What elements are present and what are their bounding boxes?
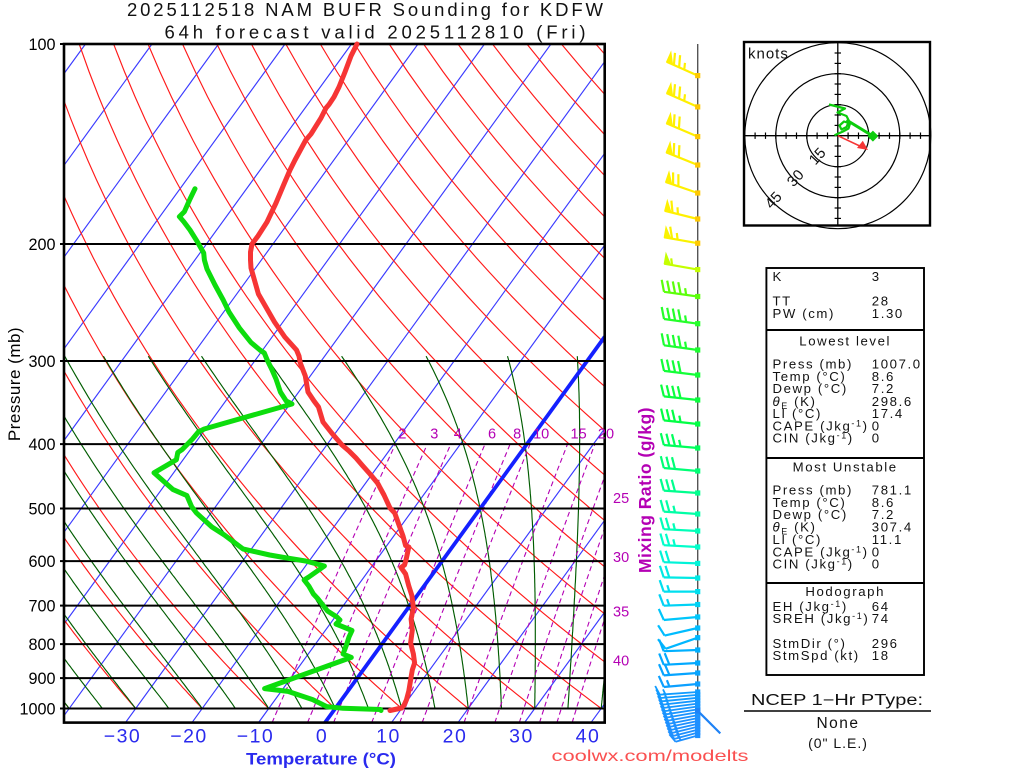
svg-text:CAPE (Jkg-1): CAPE (Jkg-1) — [773, 418, 869, 433]
svg-text:None: None — [816, 715, 859, 732]
svg-text:25: 25 — [613, 491, 629, 507]
svg-text:6: 6 — [488, 427, 496, 443]
svg-text:17.4: 17.4 — [872, 406, 904, 421]
svg-text:Dewp (°C): Dewp (°C) — [773, 507, 848, 522]
svg-text:28: 28 — [872, 294, 890, 309]
svg-text:30: 30 — [613, 550, 629, 566]
svg-text:TT: TT — [773, 294, 792, 309]
svg-text:296: 296 — [872, 636, 899, 651]
svg-text:40: 40 — [613, 653, 629, 669]
svg-text:SREH (Jkg-1): SREH (Jkg-1) — [773, 611, 870, 626]
svg-text:1000: 1000 — [19, 701, 55, 719]
svg-text:300: 300 — [28, 353, 55, 371]
svg-text:10: 10 — [533, 427, 549, 443]
svg-text:Press (mb): Press (mb) — [773, 357, 853, 372]
svg-text:PW (cm): PW (cm) — [773, 306, 835, 321]
svg-text:400: 400 — [28, 436, 55, 454]
svg-text:15: 15 — [571, 427, 587, 443]
svg-text:CIN (Jkg-1): CIN (Jkg-1) — [773, 556, 854, 571]
svg-text:18: 18 — [872, 648, 890, 663]
svg-text:11.1: 11.1 — [872, 532, 903, 547]
svg-text:30: 30 — [509, 726, 534, 748]
svg-text:Press (mb): Press (mb) — [773, 483, 853, 498]
svg-text:800: 800 — [28, 636, 55, 654]
svg-text:θE (K): θE (K) — [773, 520, 817, 537]
svg-text:20: 20 — [598, 427, 614, 443]
svg-text:298.6: 298.6 — [872, 394, 913, 409]
svg-text:0: 0 — [872, 556, 881, 571]
svg-text:Hodograph: Hodograph — [805, 584, 885, 599]
svg-text:−20: −20 — [170, 726, 208, 748]
svg-text:Temp (°C): Temp (°C) — [773, 369, 847, 384]
svg-text:coolwx.com/modelts: coolwx.com/modelts — [552, 748, 749, 765]
svg-text:LI (°C): LI (°C) — [773, 532, 822, 547]
svg-text:74: 74 — [872, 611, 890, 626]
svg-text:100: 100 — [28, 36, 55, 54]
svg-text:200: 200 — [28, 236, 55, 254]
svg-text:EH (Jkg-1): EH (Jkg-1) — [773, 599, 848, 614]
svg-text:8: 8 — [513, 427, 521, 443]
svg-text:7.2: 7.2 — [872, 381, 895, 396]
svg-text:1.30: 1.30 — [872, 306, 904, 321]
svg-text:LI (°C): LI (°C) — [773, 406, 822, 421]
svg-text:Lowest level: Lowest level — [799, 334, 891, 349]
svg-text:8.6: 8.6 — [872, 495, 895, 510]
svg-text:500: 500 — [28, 501, 55, 519]
svg-text:307.4: 307.4 — [872, 520, 913, 535]
svg-text:−30: −30 — [104, 726, 142, 748]
svg-text:3: 3 — [430, 427, 438, 443]
svg-text:8.6: 8.6 — [872, 369, 895, 384]
svg-text:1007.0: 1007.0 — [872, 357, 922, 372]
svg-text:781.1: 781.1 — [872, 483, 913, 498]
svg-text:7.2: 7.2 — [872, 507, 895, 522]
svg-text:CAPE (Jkg-1): CAPE (Jkg-1) — [773, 544, 869, 559]
svg-text:StmSpd (kt): StmSpd (kt) — [773, 648, 860, 663]
svg-text:20: 20 — [443, 726, 468, 748]
svg-text:3: 3 — [872, 269, 881, 284]
svg-text:64: 64 — [872, 599, 890, 614]
svg-text:Most Unstable: Most Unstable — [793, 460, 898, 475]
svg-text:900: 900 — [28, 670, 55, 688]
svg-text:2025112518 NAM BUFR Sounding f: 2025112518 NAM BUFR Sounding for KDFW — [127, 0, 604, 20]
svg-text:10: 10 — [376, 726, 401, 748]
svg-text:Temperature (°C): Temperature (°C) — [246, 751, 396, 768]
svg-text:θE (K): θE (K) — [773, 394, 817, 411]
svg-text:Temp (°C): Temp (°C) — [773, 495, 847, 510]
svg-text:0: 0 — [872, 544, 881, 559]
svg-text:64h forecast valid 2025112810: 64h forecast valid 2025112810 (Fri) — [165, 22, 586, 43]
svg-text:600: 600 — [28, 553, 55, 571]
svg-text:StmDir (°): StmDir (°) — [773, 636, 847, 651]
svg-text:knots: knots — [748, 46, 789, 63]
svg-text:40: 40 — [576, 726, 601, 748]
svg-text:0: 0 — [872, 418, 881, 433]
svg-text:Pressure (mb): Pressure (mb) — [5, 327, 24, 441]
svg-text:35: 35 — [613, 604, 629, 620]
svg-text:NCEP 1−Hr PType:: NCEP 1−Hr PType: — [751, 692, 923, 709]
svg-text:2: 2 — [398, 427, 406, 443]
svg-text:0: 0 — [872, 431, 881, 446]
svg-text:0: 0 — [316, 726, 328, 748]
svg-text:Dewp (°C): Dewp (°C) — [773, 381, 848, 396]
svg-text:K: K — [773, 269, 783, 284]
svg-text:4: 4 — [454, 427, 462, 443]
svg-text:−10: −10 — [237, 726, 275, 748]
svg-text:Mixing Ratio (g/kg): Mixing Ratio (g/kg) — [635, 407, 655, 573]
svg-text:(0" L.E.): (0" L.E.) — [808, 735, 868, 751]
svg-text:700: 700 — [28, 598, 55, 616]
svg-text:CIN (Jkg-1): CIN (Jkg-1) — [773, 431, 854, 446]
